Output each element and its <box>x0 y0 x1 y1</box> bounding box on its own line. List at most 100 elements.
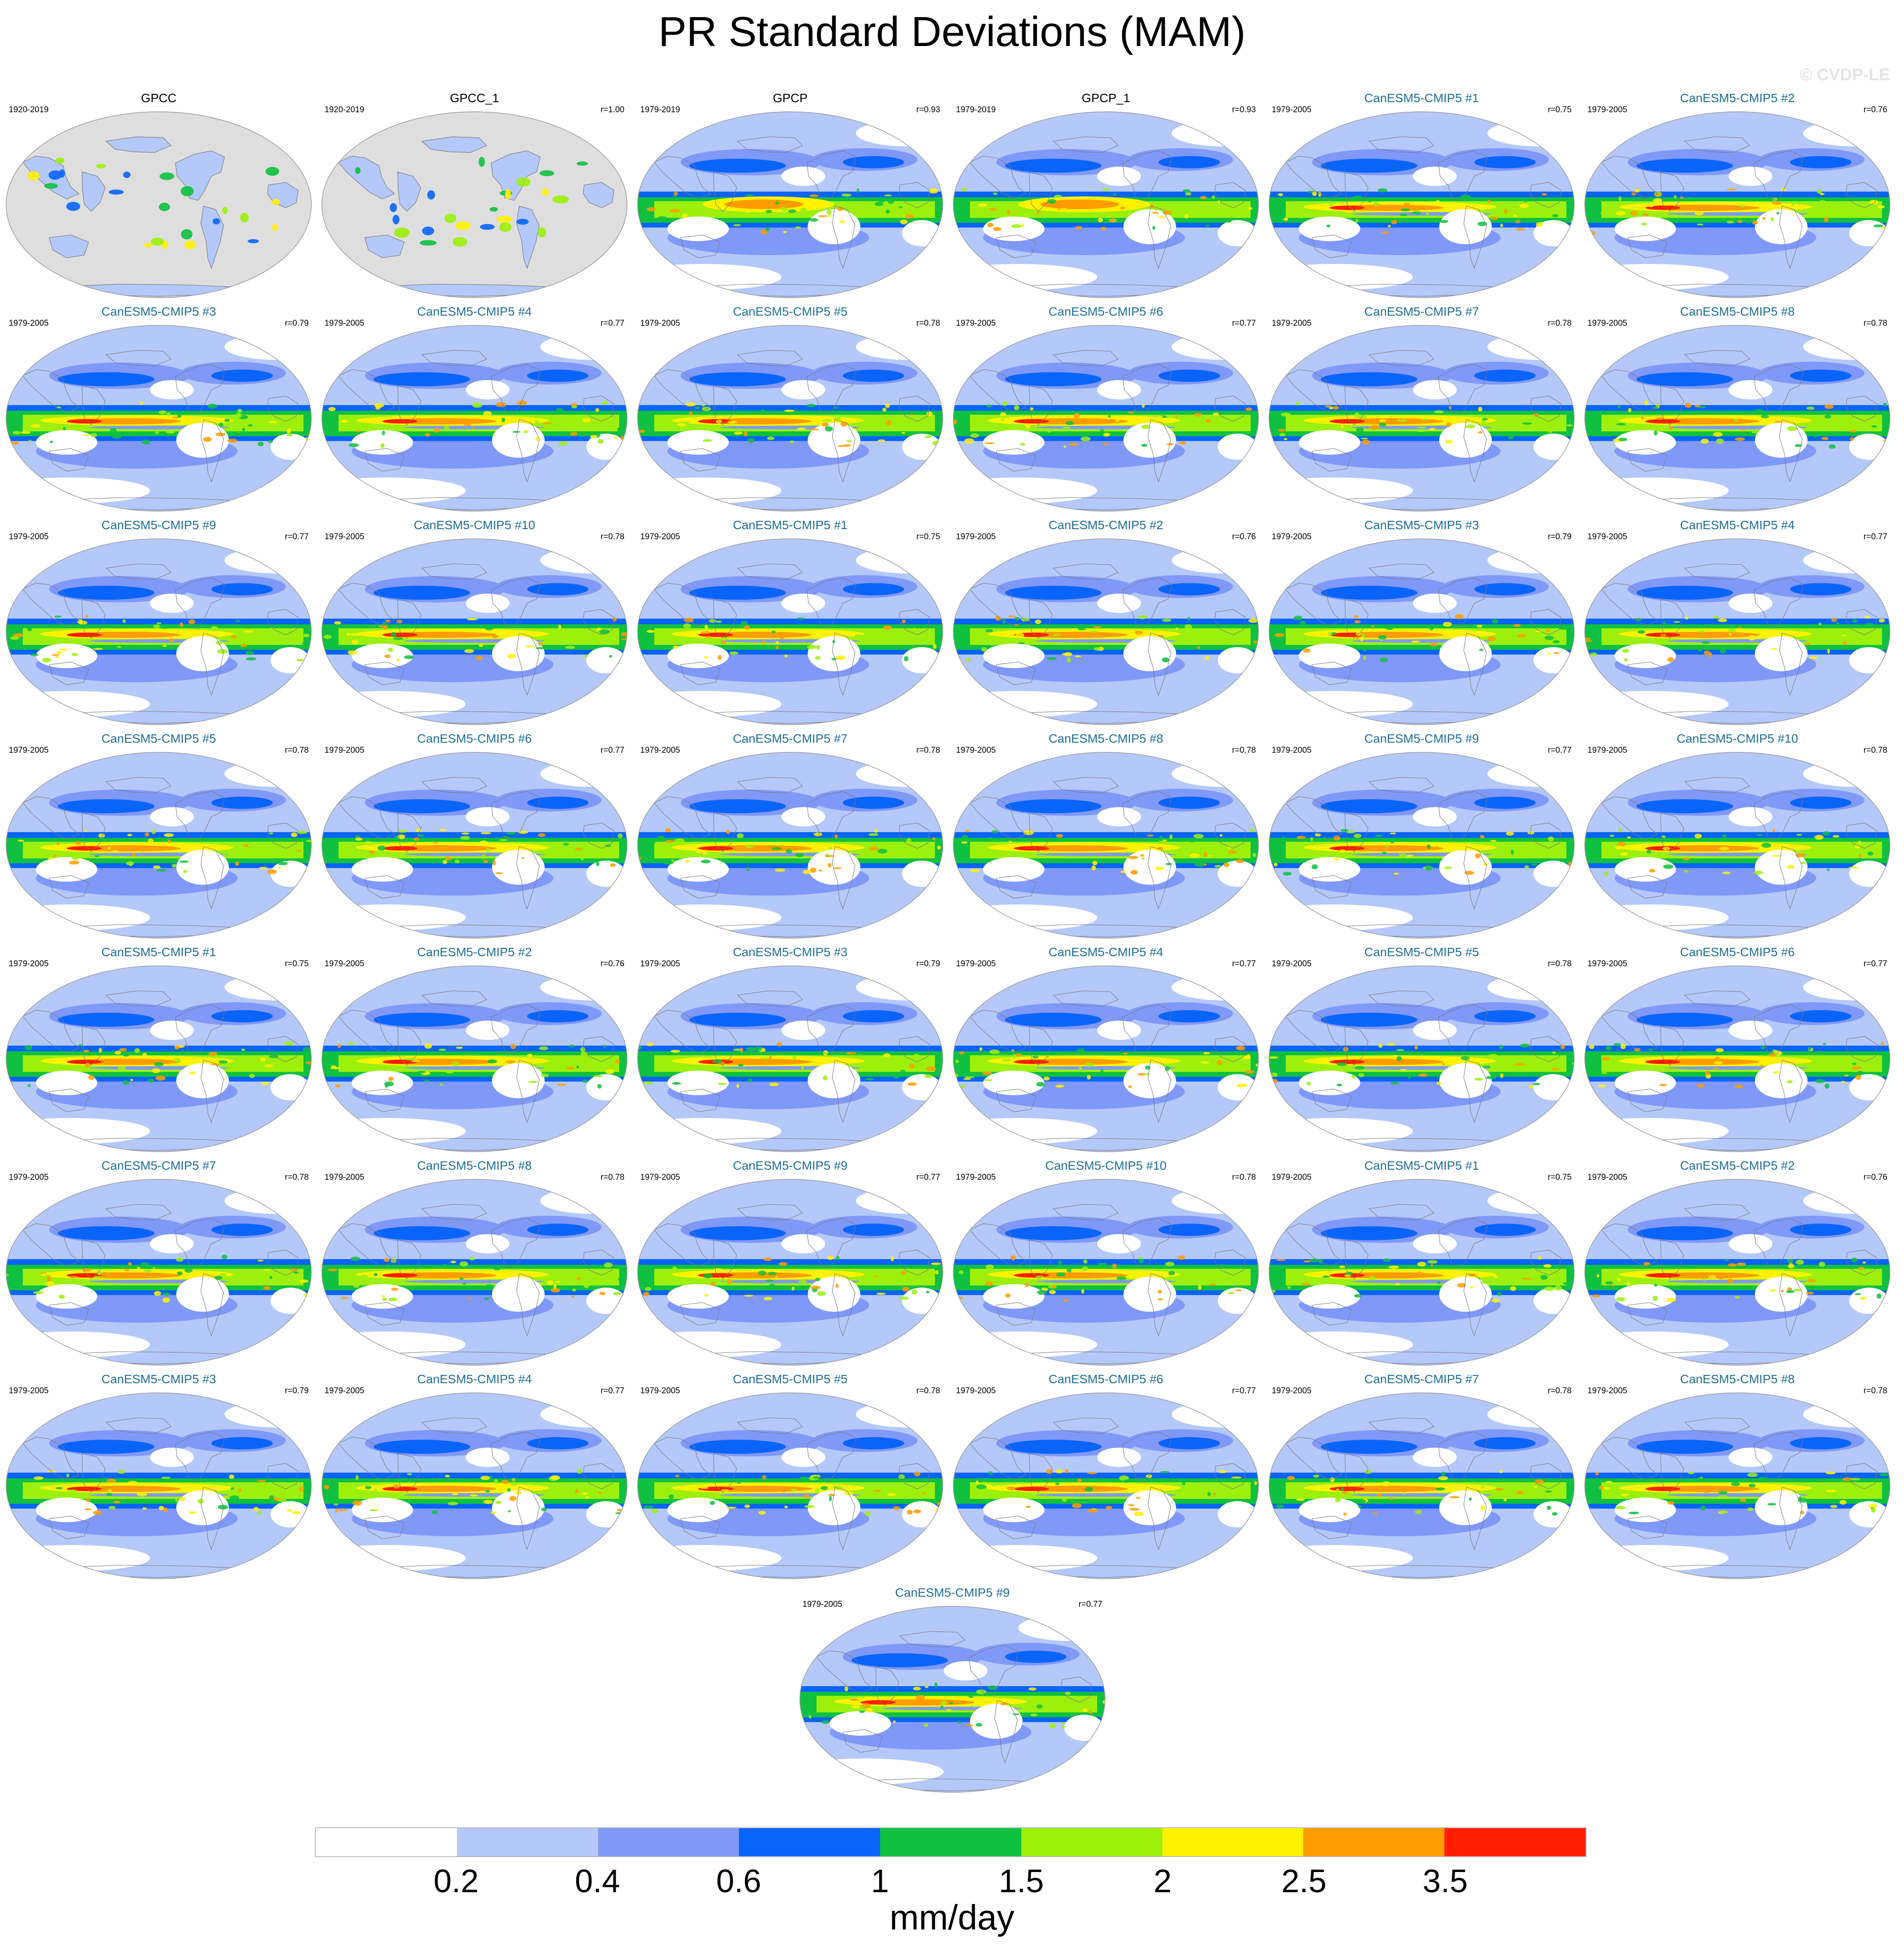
panel-correlation: r=0.77 <box>600 746 624 755</box>
map-plot <box>321 1392 628 1579</box>
map-plot <box>1584 1179 1890 1366</box>
panel-correlation: r=0.78 <box>1863 746 1887 755</box>
panel-years: 1979-2005 <box>9 319 49 328</box>
panel-title: CanESM5-CMIP5 #7 <box>101 1159 216 1172</box>
map-plot <box>953 325 1259 512</box>
panel-title: CanESM5-CMIP5 #8 <box>1680 1372 1795 1386</box>
panel-correlation: r=0.78 <box>1863 1386 1887 1395</box>
map-panel: CanESM5-CMIP5 #3 1979-2005 r=0.79 <box>1 1367 317 1580</box>
map-plot <box>953 965 1259 1152</box>
map-plot <box>6 538 312 725</box>
panel-correlation: r=0.77 <box>600 1386 624 1395</box>
panel-title: CanESM5-CMIP5 #2 <box>1680 91 1795 105</box>
map-plot <box>1584 965 1890 1152</box>
colorbar-tick-label: 3.5 <box>1423 1863 1468 1899</box>
map-plot <box>953 1392 1259 1579</box>
panel-years: 1979-2005 <box>1587 319 1627 328</box>
panel-years: 1979-2005 <box>1587 1173 1627 1182</box>
panel-years: 1979-2005 <box>9 1173 49 1182</box>
map-panel: CanESM5-CMIP5 #8 1979-2005 r=0.78 <box>317 1153 632 1367</box>
panel-title: CanESM5-CMIP5 #7 <box>733 732 848 745</box>
map-plot <box>1269 965 1575 1152</box>
panel-title: CanESM5-CMIP5 #1 <box>733 518 848 532</box>
panel-title: CanESM5-CMIP5 #5 <box>733 1372 848 1386</box>
map-plot <box>1269 1179 1575 1366</box>
panel-years: 1979-2005 <box>1587 746 1627 755</box>
panel-years: 1920-2019 <box>9 105 49 114</box>
page-title: PR Standard Deviations (MAM) <box>658 8 1246 55</box>
panel-years: 1979-2005 <box>1272 1173 1312 1182</box>
map-panel: CanESM5-CMIP5 #9 1979-2005 r=0.77 <box>632 1153 948 1367</box>
map-plot <box>637 325 943 512</box>
panel-correlation: r=0.77 <box>1232 319 1256 328</box>
map-panel: CanESM5-CMIP5 #2 1979-2005 r=0.76 <box>317 940 632 1153</box>
map-panel: CanESM5-CMIP5 #2 1979-2005 r=0.76 <box>1580 86 1895 299</box>
panel-years: 1979-2005 <box>1587 1386 1627 1395</box>
panel-correlation: r=0.78 <box>285 746 309 755</box>
panel-correlation: r=0.93 <box>916 105 940 114</box>
map-plot <box>1584 325 1890 512</box>
map-plot <box>6 752 312 939</box>
panel-correlation: r=0.75 <box>285 959 309 968</box>
colorbar-segment <box>316 1828 457 1856</box>
map-panel: CanESM5-CMIP5 #7 1979-2005 r=0.78 <box>1264 299 1580 513</box>
map-panel: CanESM5-CMIP5 #4 1979-2005 r=0.77 <box>1580 513 1895 726</box>
panel-title: CanESM5-CMIP5 #3 <box>1364 518 1479 532</box>
map-panel: CanESM5-CMIP5 #4 1979-2005 r=0.77 <box>317 1367 632 1580</box>
map-plot <box>1269 111 1575 298</box>
colorbar-segment <box>1303 1828 1445 1856</box>
panel-years: 1979-2005 <box>956 319 996 328</box>
panel-years: 1979-2005 <box>640 746 680 755</box>
panel-correlation: r=0.78 <box>916 319 940 328</box>
panel-title: CanESM5-CMIP5 #7 <box>1364 1372 1479 1386</box>
map-panel: CanESM5-CMIP5 #3 1979-2005 r=0.79 <box>632 940 948 1153</box>
panel-correlation: r=0.78 <box>600 532 624 541</box>
map-panel: CanESM5-CMIP5 #7 1979-2005 r=0.78 <box>632 726 948 940</box>
map-panel: CanESM5-CMIP5 #9 1979-2005 r=0.77 <box>1 513 317 726</box>
map-panel: CanESM5-CMIP5 #4 1979-2005 r=0.77 <box>317 299 632 513</box>
panel-correlation: r=0.93 <box>1232 105 1256 114</box>
panel-title: CanESM5-CMIP5 #4 <box>1680 518 1795 532</box>
colorbar-tick-label: 0.4 <box>575 1863 620 1899</box>
map-panel: CanESM5-CMIP5 #4 1979-2005 r=0.77 <box>948 940 1264 1153</box>
panel-correlation: r=0.75 <box>916 532 940 541</box>
panel-correlation: r=0.77 <box>916 1173 940 1182</box>
panel-correlation: r=0.78 <box>1232 1173 1256 1182</box>
panel-title: CanESM5-CMIP5 #4 <box>1048 945 1163 959</box>
panel-years: 1979-2005 <box>9 532 49 541</box>
panel-correlation: r=1.00 <box>600 105 624 114</box>
panel-correlation: r=0.77 <box>1863 532 1887 541</box>
panel-years: 1979-2005 <box>1272 319 1312 328</box>
panel-correlation: r=0.78 <box>600 1173 624 1182</box>
panel-correlation: r=0.77 <box>1232 1386 1256 1395</box>
watermark: © CVDP-LE <box>1800 66 1890 84</box>
panel-correlation: r=0.77 <box>1078 1600 1102 1609</box>
panel-years: 1979-2005 <box>640 959 680 968</box>
map-plot <box>1584 111 1890 298</box>
panel-years: 1979-2005 <box>956 746 996 755</box>
panel-years: 1979-2005 <box>1272 105 1312 114</box>
map-plot <box>953 1179 1259 1366</box>
map-plot <box>1269 538 1575 725</box>
panel-title: CanESM5-CMIP5 #9 <box>895 1586 1010 1599</box>
panel-correlation: r=0.77 <box>1232 959 1256 968</box>
colorbar-tick-label: 1.5 <box>998 1863 1044 1899</box>
panel-title: CanESM5-CMIP5 #2 <box>1048 518 1163 532</box>
panel-title: GPCP_1 <box>1081 91 1130 105</box>
map-plot <box>799 1606 1105 1793</box>
panel-correlation: r=0.77 <box>600 319 624 328</box>
colorbar-segment <box>1021 1828 1162 1856</box>
colorbar <box>315 1827 1587 1857</box>
panel-title: GPCC_1 <box>449 91 499 105</box>
colorbar-segment <box>598 1828 739 1856</box>
map-panel: CanESM5-CMIP5 #8 1979-2005 r=0.78 <box>1580 299 1895 513</box>
panel-title: GPCP <box>773 91 808 105</box>
map-panel: CanESM5-CMIP5 #2 1979-2005 r=0.76 <box>1580 1153 1895 1367</box>
panel-title: CanESM5-CMIP5 #1 <box>101 945 216 959</box>
panel-correlation: r=0.78 <box>1232 746 1256 755</box>
map-panel: GPCC_1 1920-2019 r=1.00 <box>317 86 632 299</box>
panel-title: CanESM5-CMIP5 #8 <box>417 1159 532 1172</box>
colorbar-legend: mm/day 0.2 0.4 0.6 1 1.5 2 2.5 3.5 <box>0 1819 1904 1947</box>
panel-title: CanESM5-CMIP5 #4 <box>417 1372 532 1386</box>
